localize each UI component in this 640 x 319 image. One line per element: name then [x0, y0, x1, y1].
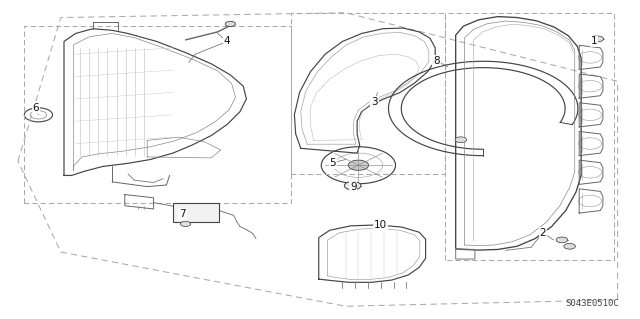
Text: 10: 10 — [374, 220, 387, 230]
Text: 5: 5 — [330, 158, 336, 168]
Text: 1: 1 — [591, 36, 597, 47]
FancyBboxPatch shape — [173, 203, 219, 222]
Text: 7: 7 — [179, 209, 186, 219]
Circle shape — [564, 243, 575, 249]
Text: 4: 4 — [224, 36, 230, 47]
Text: S043E0510C: S043E0510C — [566, 299, 620, 308]
Text: 3: 3 — [371, 97, 378, 107]
Text: 8: 8 — [433, 56, 440, 66]
Circle shape — [348, 160, 369, 170]
Circle shape — [592, 36, 604, 42]
Circle shape — [180, 221, 191, 226]
Text: 6: 6 — [33, 103, 39, 114]
Circle shape — [455, 137, 467, 143]
Text: 2: 2 — [540, 228, 546, 238]
Circle shape — [344, 182, 361, 190]
Circle shape — [225, 21, 236, 26]
Text: 9: 9 — [350, 182, 356, 192]
Circle shape — [556, 237, 568, 243]
